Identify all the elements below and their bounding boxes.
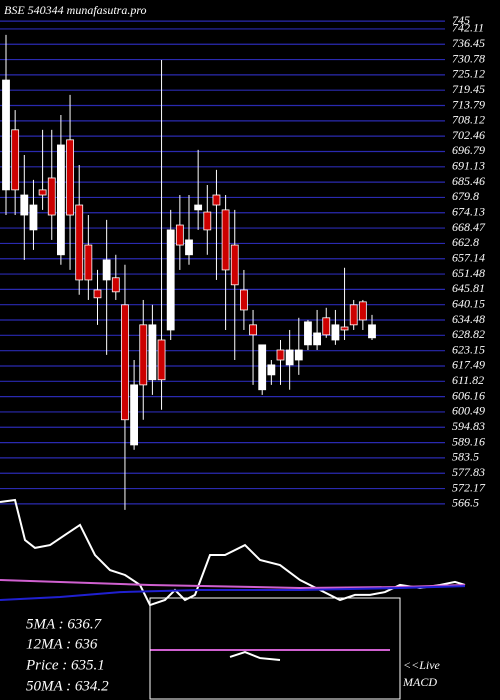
candle-body (276, 349, 285, 361)
candle-body (57, 144, 65, 256)
candle-body (111, 277, 120, 293)
candle-body (267, 364, 276, 376)
y-tick-label: 679.8 (452, 189, 479, 203)
candle-body (230, 244, 239, 286)
y-tick-label: 696.79 (452, 143, 485, 157)
candle-body (93, 289, 102, 299)
candle-body (194, 204, 203, 211)
y-tick-label: 617.49 (452, 358, 485, 372)
y-tick-label: 640.15 (452, 296, 485, 310)
candle-body (11, 129, 20, 191)
candle-body (38, 189, 47, 196)
y-tick-label: 651.48 (452, 266, 485, 280)
macd-box (149, 597, 401, 700)
y-tick-label: 736.45 (452, 36, 485, 50)
candle-body (47, 177, 56, 216)
candle-body (175, 224, 184, 246)
candle-body (349, 304, 358, 326)
y-tick-label: 668.47 (452, 220, 486, 234)
candle-body (166, 229, 175, 331)
info-line: 50MA : 634.2 (26, 678, 109, 694)
info-line: Price : 635.1 (25, 657, 105, 673)
live-label: <<Live (403, 658, 441, 672)
candle-body (221, 209, 230, 271)
y-tick-label: 725.12 (452, 67, 485, 81)
candle-body (258, 344, 267, 391)
y-tick-label: 713.79 (452, 97, 485, 111)
y-tick-label: 634.48 (452, 312, 485, 326)
candle-body (239, 289, 248, 311)
candle-body (358, 301, 367, 321)
candle-body (249, 324, 257, 336)
y-tick-label: 745 (452, 13, 470, 27)
y-tick-label: 657.14 (452, 250, 485, 264)
y-tick-label: 583.5 (452, 450, 479, 464)
indicator-line (0, 498, 466, 607)
candle-body (84, 244, 93, 281)
y-tick-label: 611.82 (452, 373, 484, 387)
y-tick-label: 691.13 (452, 159, 485, 173)
candle-body (294, 349, 303, 361)
candle-body (139, 324, 148, 386)
candle-body (212, 194, 221, 206)
candle-body (313, 332, 322, 346)
candle-body (331, 324, 340, 341)
indicator-line (0, 579, 466, 589)
y-tick-label: 719.45 (452, 82, 485, 96)
candle-body (148, 324, 157, 381)
y-tick-label: 662.8 (452, 235, 479, 249)
y-tick-label: 685.46 (452, 174, 485, 188)
y-tick-label: 628.82 (452, 327, 485, 341)
candle-body (203, 211, 212, 231)
y-tick-label: 674.13 (452, 205, 485, 219)
candle-body (66, 139, 74, 216)
y-tick-label: 566.5 (452, 496, 479, 510)
y-tick-label: 742.11 (452, 21, 484, 35)
indicator-line (229, 650, 281, 661)
y-tick-label: 577.83 (452, 465, 485, 479)
y-tick-label: 572.17 (452, 480, 486, 494)
y-tick-label: 645.81 (452, 281, 485, 295)
candle-body (285, 349, 294, 366)
candle-body (121, 304, 129, 421)
y-tick-label: 600.49 (452, 404, 485, 418)
candle-body (322, 317, 331, 336)
y-tick-label: 730.78 (452, 51, 485, 65)
candle-body (157, 339, 166, 381)
candle-body (29, 204, 38, 231)
y-tick-label: 708.12 (452, 113, 485, 127)
info-line: 12MA : 636 (26, 636, 98, 652)
candle-body (185, 239, 193, 256)
candle-body (20, 194, 29, 216)
candle-body (130, 384, 139, 446)
y-tick-label: 702.46 (452, 128, 485, 142)
candle-body (368, 324, 376, 339)
y-tick-label: 606.16 (452, 388, 485, 402)
indicator-line (0, 585, 466, 601)
candle-body (102, 259, 111, 281)
candle-body (2, 79, 10, 191)
candle-body (304, 321, 312, 346)
y-tick-label: 623.15 (452, 342, 485, 356)
y-tick-label: 594.83 (452, 419, 485, 433)
candle-body (75, 204, 84, 281)
macd-label: MACD (402, 675, 437, 689)
header: BSE 540344 munafasutra.pro (4, 3, 147, 17)
y-tick-label: 589.16 (452, 434, 485, 448)
candle-body (340, 326, 349, 331)
info-line: 5MA : 636.7 (26, 616, 103, 632)
